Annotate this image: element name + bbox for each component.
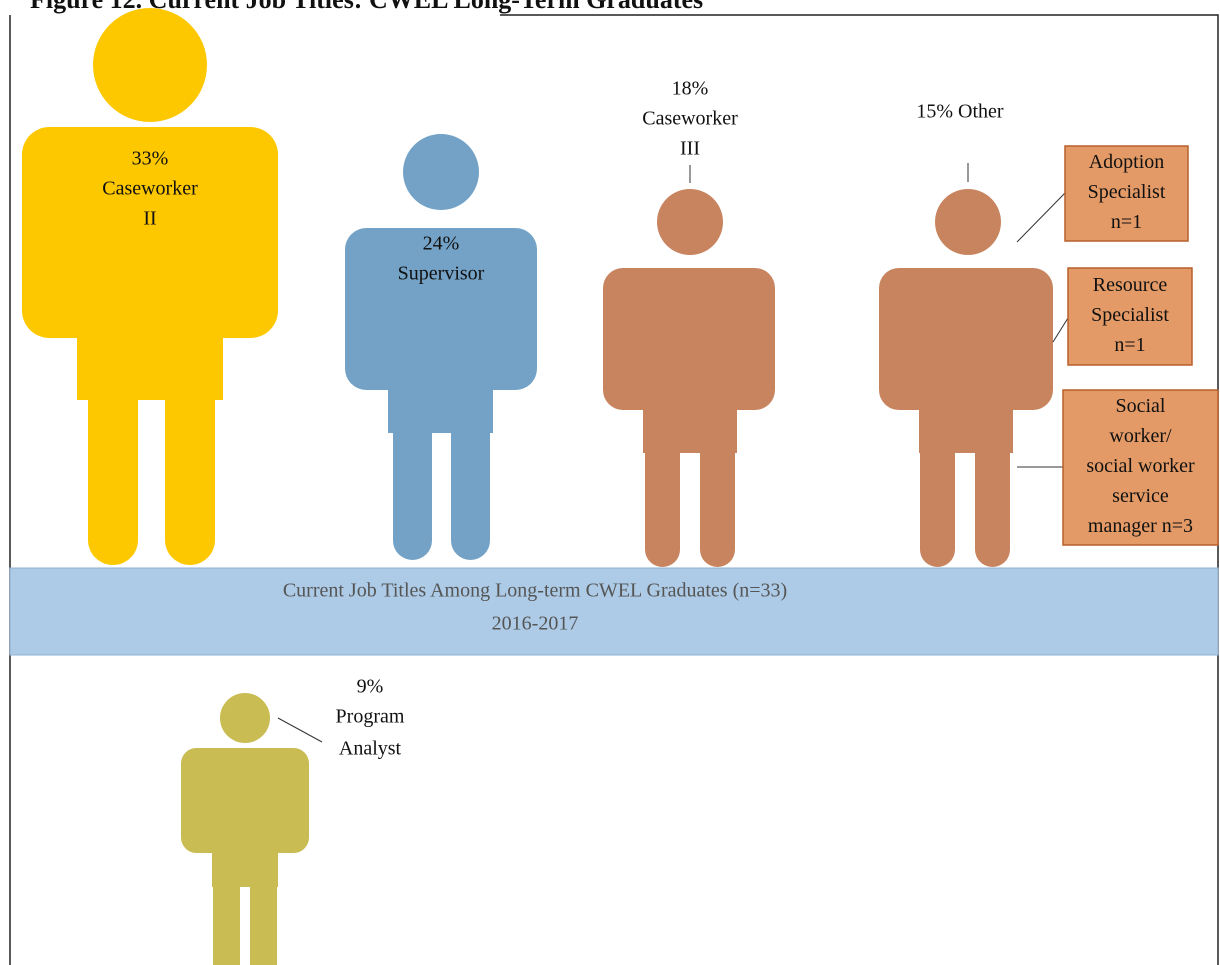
person-leg bbox=[975, 438, 1010, 468]
callout-box bbox=[1062, 389, 1219, 546]
person-leg bbox=[165, 385, 215, 565]
callout-text: worker/ bbox=[1109, 425, 1172, 447]
person-leg bbox=[393, 418, 432, 560]
person-torso bbox=[212, 753, 278, 887]
figure-label: 18% bbox=[672, 78, 709, 100]
callout-text: service bbox=[1112, 485, 1169, 507]
callout-text: n=1 bbox=[1111, 211, 1142, 233]
callout-text: Specialist bbox=[1088, 181, 1166, 203]
person-head bbox=[935, 189, 1001, 255]
person-leg bbox=[700, 438, 735, 468]
figure-label: Caseworker bbox=[642, 108, 738, 130]
band bbox=[9, 567, 1219, 656]
person-torso bbox=[388, 233, 493, 433]
person-leg bbox=[451, 418, 490, 448]
figure-label: III bbox=[680, 138, 700, 160]
figure-label: Caseworker bbox=[102, 178, 198, 200]
figure-label: 15% Other bbox=[916, 101, 1004, 123]
callout-text: Social bbox=[1116, 395, 1166, 417]
callout-text: n=1 bbox=[1114, 334, 1145, 356]
person-head bbox=[657, 189, 723, 255]
person-torso bbox=[643, 273, 737, 453]
person-leg bbox=[451, 418, 490, 560]
callout-text: manager n=3 bbox=[1088, 515, 1193, 537]
band-text: Current Job Titles Among Long-term CWEL … bbox=[283, 580, 787, 602]
title: Figure 12. Current Job Titles: CWEL Long… bbox=[30, 0, 703, 14]
figure-label: 33% bbox=[132, 148, 169, 170]
person-torso bbox=[919, 273, 1013, 453]
person-leg bbox=[393, 418, 432, 448]
connector bbox=[277, 717, 323, 743]
connector bbox=[1016, 192, 1066, 243]
figure-label: Program bbox=[336, 706, 405, 728]
person-head bbox=[220, 693, 270, 743]
callout-text: social worker bbox=[1086, 455, 1195, 477]
figure-label: 24% bbox=[423, 233, 460, 255]
person-leg bbox=[165, 385, 215, 415]
callout-box bbox=[1064, 145, 1189, 242]
person-leg bbox=[88, 385, 138, 565]
callout-text: Adoption bbox=[1089, 151, 1165, 173]
connector bbox=[1052, 317, 1069, 343]
callout-text: Specialist bbox=[1091, 304, 1169, 326]
callout-box bbox=[1067, 267, 1193, 366]
figure-label: Supervisor bbox=[398, 263, 485, 285]
person-leg bbox=[645, 438, 680, 567]
person-leg bbox=[920, 438, 955, 468]
figure-label: Analyst bbox=[339, 738, 402, 760]
person-leg bbox=[88, 385, 138, 415]
callout-text: Resource bbox=[1093, 274, 1168, 296]
person-torso bbox=[77, 132, 223, 400]
person-leg bbox=[700, 438, 735, 567]
person-leg bbox=[920, 438, 955, 567]
person-leg bbox=[250, 872, 277, 902]
person-leg bbox=[645, 438, 680, 468]
person-leg bbox=[975, 438, 1010, 567]
person-head bbox=[93, 8, 207, 122]
figure-label: II bbox=[143, 208, 156, 230]
band-text: 2016-2017 bbox=[492, 613, 579, 635]
person-head bbox=[403, 134, 479, 210]
person-leg bbox=[213, 872, 240, 902]
figure-label: 9% bbox=[357, 676, 384, 698]
